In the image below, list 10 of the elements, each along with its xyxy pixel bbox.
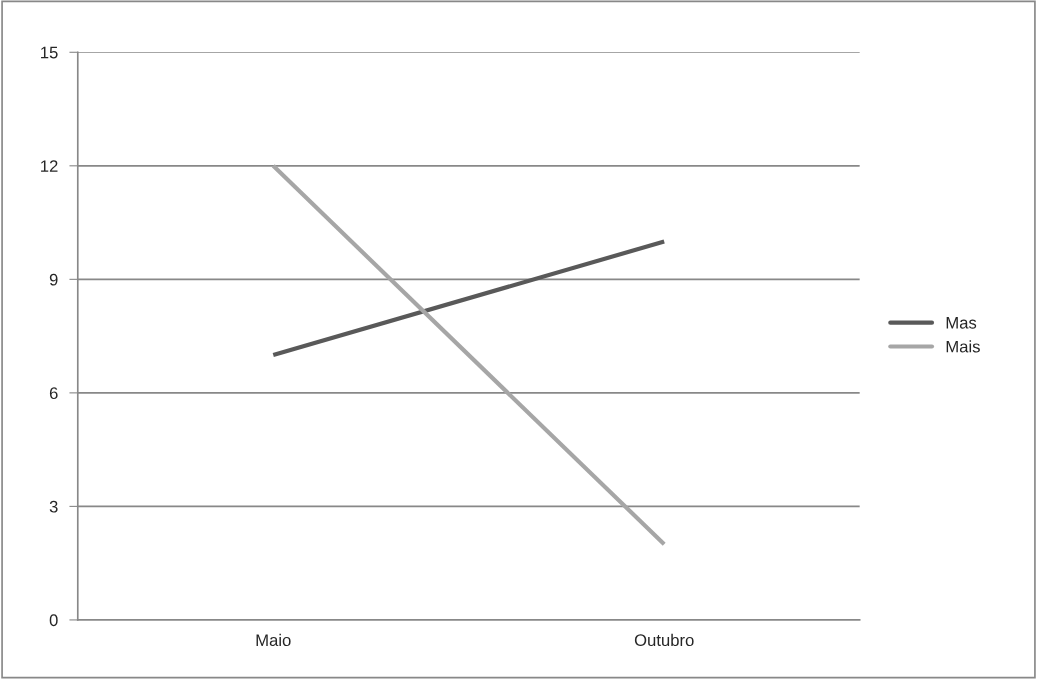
x-tick-label: Outubro xyxy=(634,633,694,647)
y-tick-label: 3 xyxy=(49,500,58,513)
y-tick-label: 0 xyxy=(49,614,58,627)
y-tick-label: 15 xyxy=(41,46,58,59)
legend-label: Mas xyxy=(946,317,977,329)
x-tick-label: Maio xyxy=(256,633,291,647)
y-tick-label: 12 xyxy=(41,160,58,172)
legend-label: Mais xyxy=(946,340,980,353)
y-tick-label: 9 xyxy=(49,273,58,286)
y-tick-label: 6 xyxy=(49,387,58,400)
